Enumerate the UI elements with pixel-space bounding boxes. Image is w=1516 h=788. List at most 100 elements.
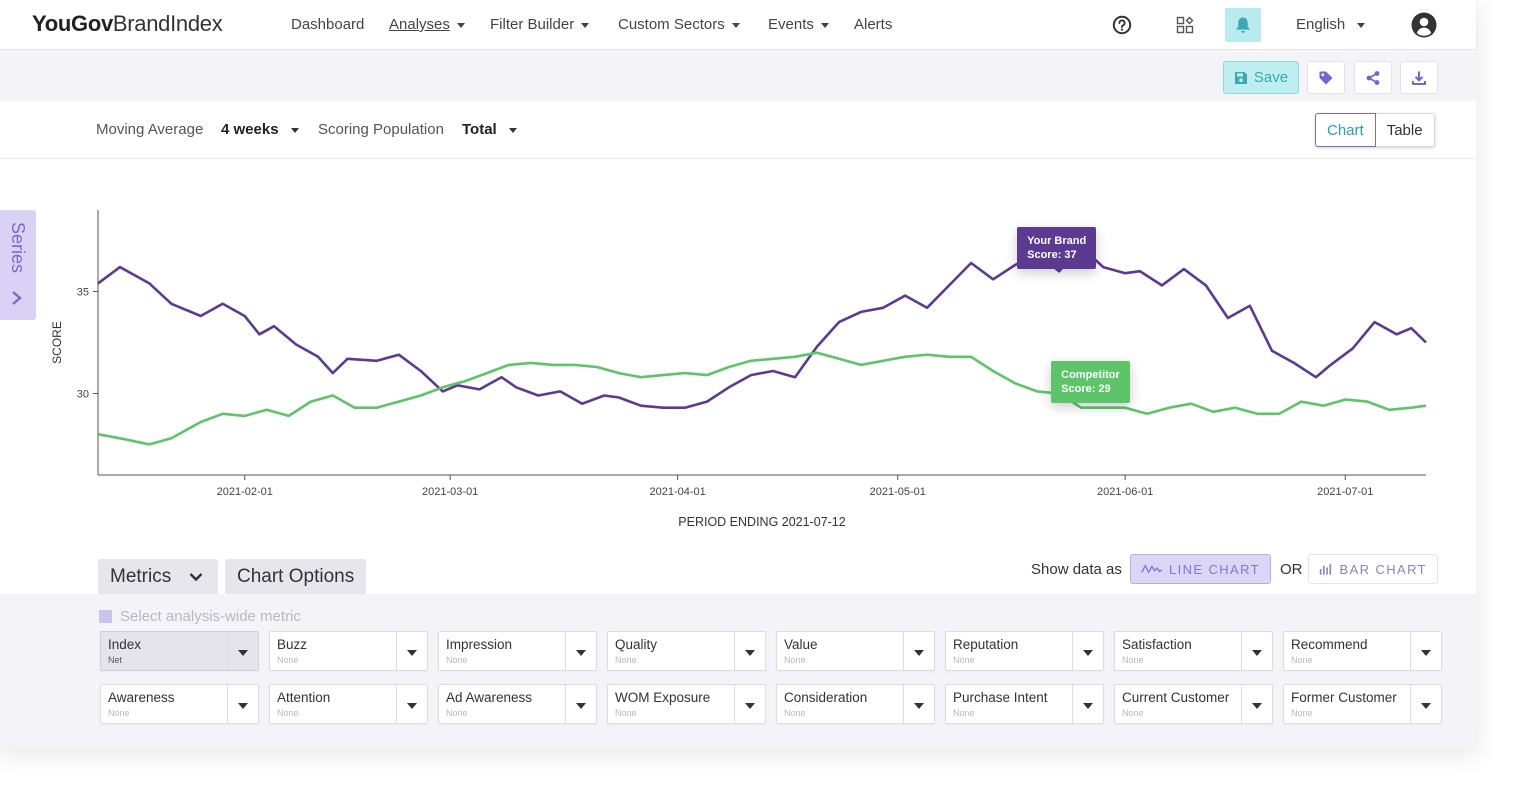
- share-button[interactable]: [1354, 61, 1392, 94]
- help-icon: [1112, 15, 1132, 35]
- chart-options-tab-label: Chart Options: [237, 565, 355, 587]
- chevron-down-icon: [189, 572, 203, 581]
- nav-dashboard[interactable]: Dashboard: [291, 16, 364, 33]
- metric-subtype: None: [277, 708, 299, 718]
- widgets-icon: [1176, 16, 1194, 34]
- bar-chart-button[interactable]: BAR CHART: [1308, 554, 1438, 584]
- metric-select-buzz[interactable]: Buzz None: [269, 631, 428, 671]
- metric-subtype: None: [784, 655, 806, 665]
- series-line-your-brand: [97, 245, 1427, 409]
- chevron-right-icon: [12, 291, 22, 305]
- metric-select-purchase-intent[interactable]: Purchase Intent None: [945, 684, 1104, 724]
- widgets-button[interactable]: [1170, 10, 1200, 40]
- metric-select-former-customer[interactable]: Former Customer None: [1283, 684, 1442, 724]
- analysis-wide-metric-checkbox[interactable]: Select analysis-wide metric: [99, 608, 301, 625]
- nav-alerts[interactable]: Alerts: [854, 16, 892, 33]
- select-divider: [565, 685, 566, 723]
- scoring-population-label: Scoring Population: [318, 121, 444, 138]
- notifications-button[interactable]: [1225, 8, 1261, 42]
- metric-subtype: None: [953, 708, 975, 718]
- x-tick-label: 2021-05-01: [870, 486, 926, 498]
- table-view-button[interactable]: Table: [1375, 113, 1435, 147]
- metrics-tab[interactable]: Metrics: [98, 559, 218, 594]
- logo[interactable]: YouGovBrandIndex: [32, 11, 223, 37]
- metric-select-attention[interactable]: Attention None: [269, 684, 428, 724]
- metric-subtype: None: [446, 708, 468, 718]
- line-chart: 30 35 2021-02-01 2021-03-01 2021-04-01 2021-0…: [50, 210, 1427, 529]
- logo-light: BrandIndex: [112, 11, 223, 36]
- nav-filter-builder-label: Filter Builder: [490, 16, 575, 33]
- download-button[interactable]: [1400, 61, 1438, 94]
- caret-down-icon: [914, 703, 924, 709]
- logo-bold: YouGov: [32, 11, 113, 36]
- tooltip-title: Competitor: [1061, 368, 1120, 381]
- metric-subtype: None: [277, 655, 299, 665]
- tooltip-title: Your Brand: [1027, 234, 1087, 247]
- metric-subtype: None: [953, 655, 975, 665]
- share-icon: [1366, 70, 1380, 85]
- metric-select-current-customer[interactable]: Current Customer None: [1114, 684, 1273, 724]
- chart-view-button[interactable]: Chart: [1315, 113, 1376, 147]
- metric-subtype: None: [1291, 655, 1313, 665]
- moving-average-label: Moving Average: [96, 121, 204, 138]
- select-divider: [227, 632, 228, 670]
- metric-select-quality[interactable]: Quality None: [607, 631, 766, 671]
- metric-name: Reputation: [953, 637, 1019, 652]
- action-bar: Save: [0, 50, 1476, 101]
- moving-average-select[interactable]: 4 weeks: [221, 121, 299, 138]
- y-axis-title: SCORE: [50, 321, 64, 364]
- nav-analyses[interactable]: Analyses: [389, 16, 465, 33]
- metric-select-recommend[interactable]: Recommend None: [1283, 631, 1442, 671]
- series-panel-tab[interactable]: Series: [0, 210, 36, 320]
- metric-select-wom-exposure[interactable]: WOM Exposure None: [607, 684, 766, 724]
- select-divider: [396, 632, 397, 670]
- metric-select-consideration[interactable]: Consideration None: [776, 684, 935, 724]
- caret-down-icon: [576, 703, 586, 709]
- user-avatar-icon: [1411, 12, 1437, 38]
- metric-subtype: None: [615, 655, 637, 665]
- select-divider: [1410, 685, 1411, 723]
- y-tick-label: 30: [77, 388, 89, 400]
- save-label: Save: [1253, 69, 1289, 86]
- caret-down-icon: [731, 23, 740, 28]
- line-chart-button[interactable]: LINE CHART: [1130, 554, 1271, 584]
- help-button[interactable]: [1107, 10, 1137, 40]
- metric-subtype: None: [784, 708, 806, 718]
- metric-name: Index: [108, 637, 142, 652]
- metric-name: Buzz: [277, 637, 308, 652]
- nav-dashboard-label: Dashboard: [291, 16, 365, 33]
- metric-subtype: None: [446, 655, 468, 665]
- chart-options-tab[interactable]: Chart Options: [225, 559, 367, 594]
- metric-select-impression[interactable]: Impression None: [438, 631, 597, 671]
- metric-select-reputation[interactable]: Reputation None: [945, 631, 1104, 671]
- metric-select-satisfaction[interactable]: Satisfaction None: [1114, 631, 1273, 671]
- language-select[interactable]: English: [1296, 16, 1366, 33]
- select-divider: [1072, 685, 1073, 723]
- metric-select-ad-awareness[interactable]: Ad Awareness None: [438, 684, 597, 724]
- metric-subtype: Net: [108, 655, 123, 665]
- nav-filter-builder[interactable]: Filter Builder: [490, 16, 590, 33]
- select-divider: [734, 632, 735, 670]
- select-divider: [227, 685, 228, 723]
- your-brand-tooltip: Your Brand Score: 37: [1017, 226, 1097, 269]
- moving-average-value: 4 weeks: [221, 121, 279, 138]
- metric-select-index[interactable]: Index Net: [100, 631, 259, 671]
- tag-button[interactable]: [1307, 61, 1345, 94]
- scoring-population-select[interactable]: Total: [462, 121, 517, 138]
- metric-select-value[interactable]: Value None: [776, 631, 935, 671]
- caret-down-icon: [238, 703, 248, 709]
- select-divider: [903, 632, 904, 670]
- user-menu-button[interactable]: [1410, 11, 1438, 39]
- metric-subtype: None: [1291, 708, 1313, 718]
- caret-down-icon: [1083, 650, 1093, 656]
- caret-down-icon: [238, 650, 248, 656]
- metric-select-awareness[interactable]: Awareness None: [100, 684, 259, 724]
- metric-subtype: None: [108, 708, 130, 718]
- line-chart-icon: [1141, 564, 1163, 574]
- nav-custom-sectors[interactable]: Custom Sectors: [618, 16, 740, 33]
- caret-down-icon: [1083, 703, 1093, 709]
- save-button[interactable]: Save: [1223, 61, 1299, 94]
- select-divider: [1241, 685, 1242, 723]
- caret-down-icon: [745, 703, 755, 709]
- nav-events[interactable]: Events: [768, 16, 829, 33]
